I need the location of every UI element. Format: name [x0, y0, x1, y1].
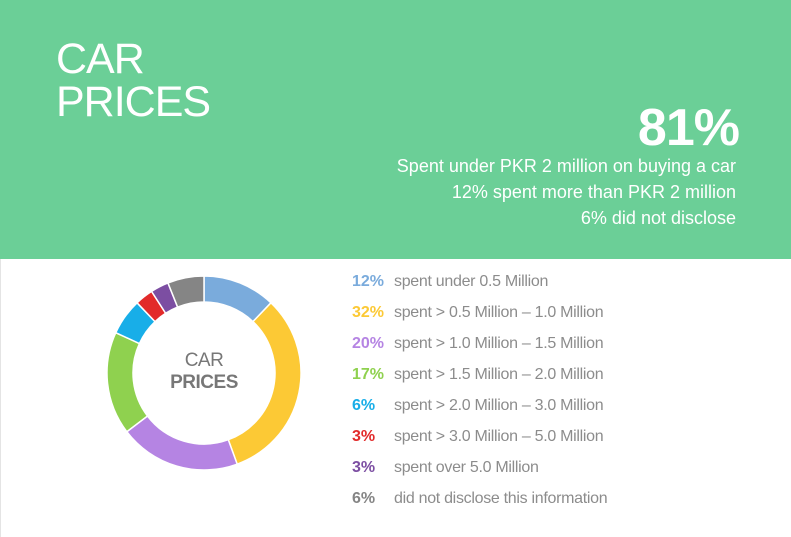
- legend-item: 32% spent > 0.5 Million – 1.0 Million: [352, 297, 772, 328]
- legend-label: spent > 3.0 Million – 5.0 Million: [394, 428, 604, 445]
- legend-percent: 17%: [352, 366, 385, 383]
- banner-title-line1: CAR: [56, 35, 145, 83]
- donut-center-label-line2: PRICES: [170, 372, 238, 393]
- legend-label: spent > 0.5 Million – 1.0 Million: [394, 304, 604, 321]
- legend-percent: 3%: [352, 428, 376, 445]
- legend-percent: 20%: [352, 335, 385, 352]
- legend-label: spent under 0.5 Million: [394, 273, 549, 290]
- donut-slice-4: [106, 331, 149, 433]
- legend-percent: 6%: [352, 490, 376, 507]
- legend-label: spent > 1.0 Million – 1.5 Million: [394, 335, 604, 352]
- header-banner: CAR PRICES 81% Spent under PKR 2 million…: [0, 0, 791, 259]
- donut-chart: [106, 275, 302, 471]
- chart-legend: 12% spent under 0.5 Million 32% spent > 0.5…: [352, 266, 772, 514]
- legend-item: 12% spent under 0.5 Million: [352, 266, 772, 297]
- legend-item: 17% spent > 1.5 Million – 2.0 Million: [352, 359, 772, 390]
- banner-summary-line1: Spent under PKR 2 million on buying a ca…: [396, 156, 736, 176]
- donut-slice-8: [166, 275, 205, 309]
- donut-center-label-line1: CAR: [184, 350, 224, 371]
- banner-summary-line3: 6% did not disclose: [580, 208, 736, 228]
- legend-label: spent over 5.0 Million: [394, 459, 539, 476]
- legend-label: spent > 1.5 Million – 2.0 Million: [394, 366, 604, 383]
- banner-summary-line2: 12% spent more than PKR 2 million: [451, 182, 736, 202]
- legend-percent: 12%: [352, 273, 385, 290]
- banner-summary: Spent under PKR 2 million on buying a ca…: [397, 153, 736, 231]
- legend-percent: 32%: [352, 304, 385, 321]
- legend-item: 3% spent over 5.0 Million: [352, 452, 772, 483]
- headline-stat: 81%: [637, 99, 740, 157]
- banner-title-line2: PRICES: [56, 78, 211, 126]
- legend-percent: 3%: [352, 459, 376, 476]
- legend-item: 3% spent > 3.0 Million – 5.0 Million: [352, 421, 772, 452]
- legend-percent: 6%: [352, 397, 376, 414]
- legend-item: 20% spent > 1.0 Million – 1.5 Million: [352, 328, 772, 359]
- legend-item: 6% spent > 2.0 Million – 3.0 Million: [352, 390, 772, 421]
- left-divider: [0, 259, 1, 537]
- legend-label: spent > 2.0 Million – 3.0 Million: [394, 397, 604, 414]
- donut-slice-3: [125, 414, 239, 471]
- legend-label: did not disclose this information: [394, 490, 608, 507]
- legend-item: 6% did not disclose this information: [352, 483, 772, 514]
- banner-title: CAR PRICES: [56, 35, 211, 126]
